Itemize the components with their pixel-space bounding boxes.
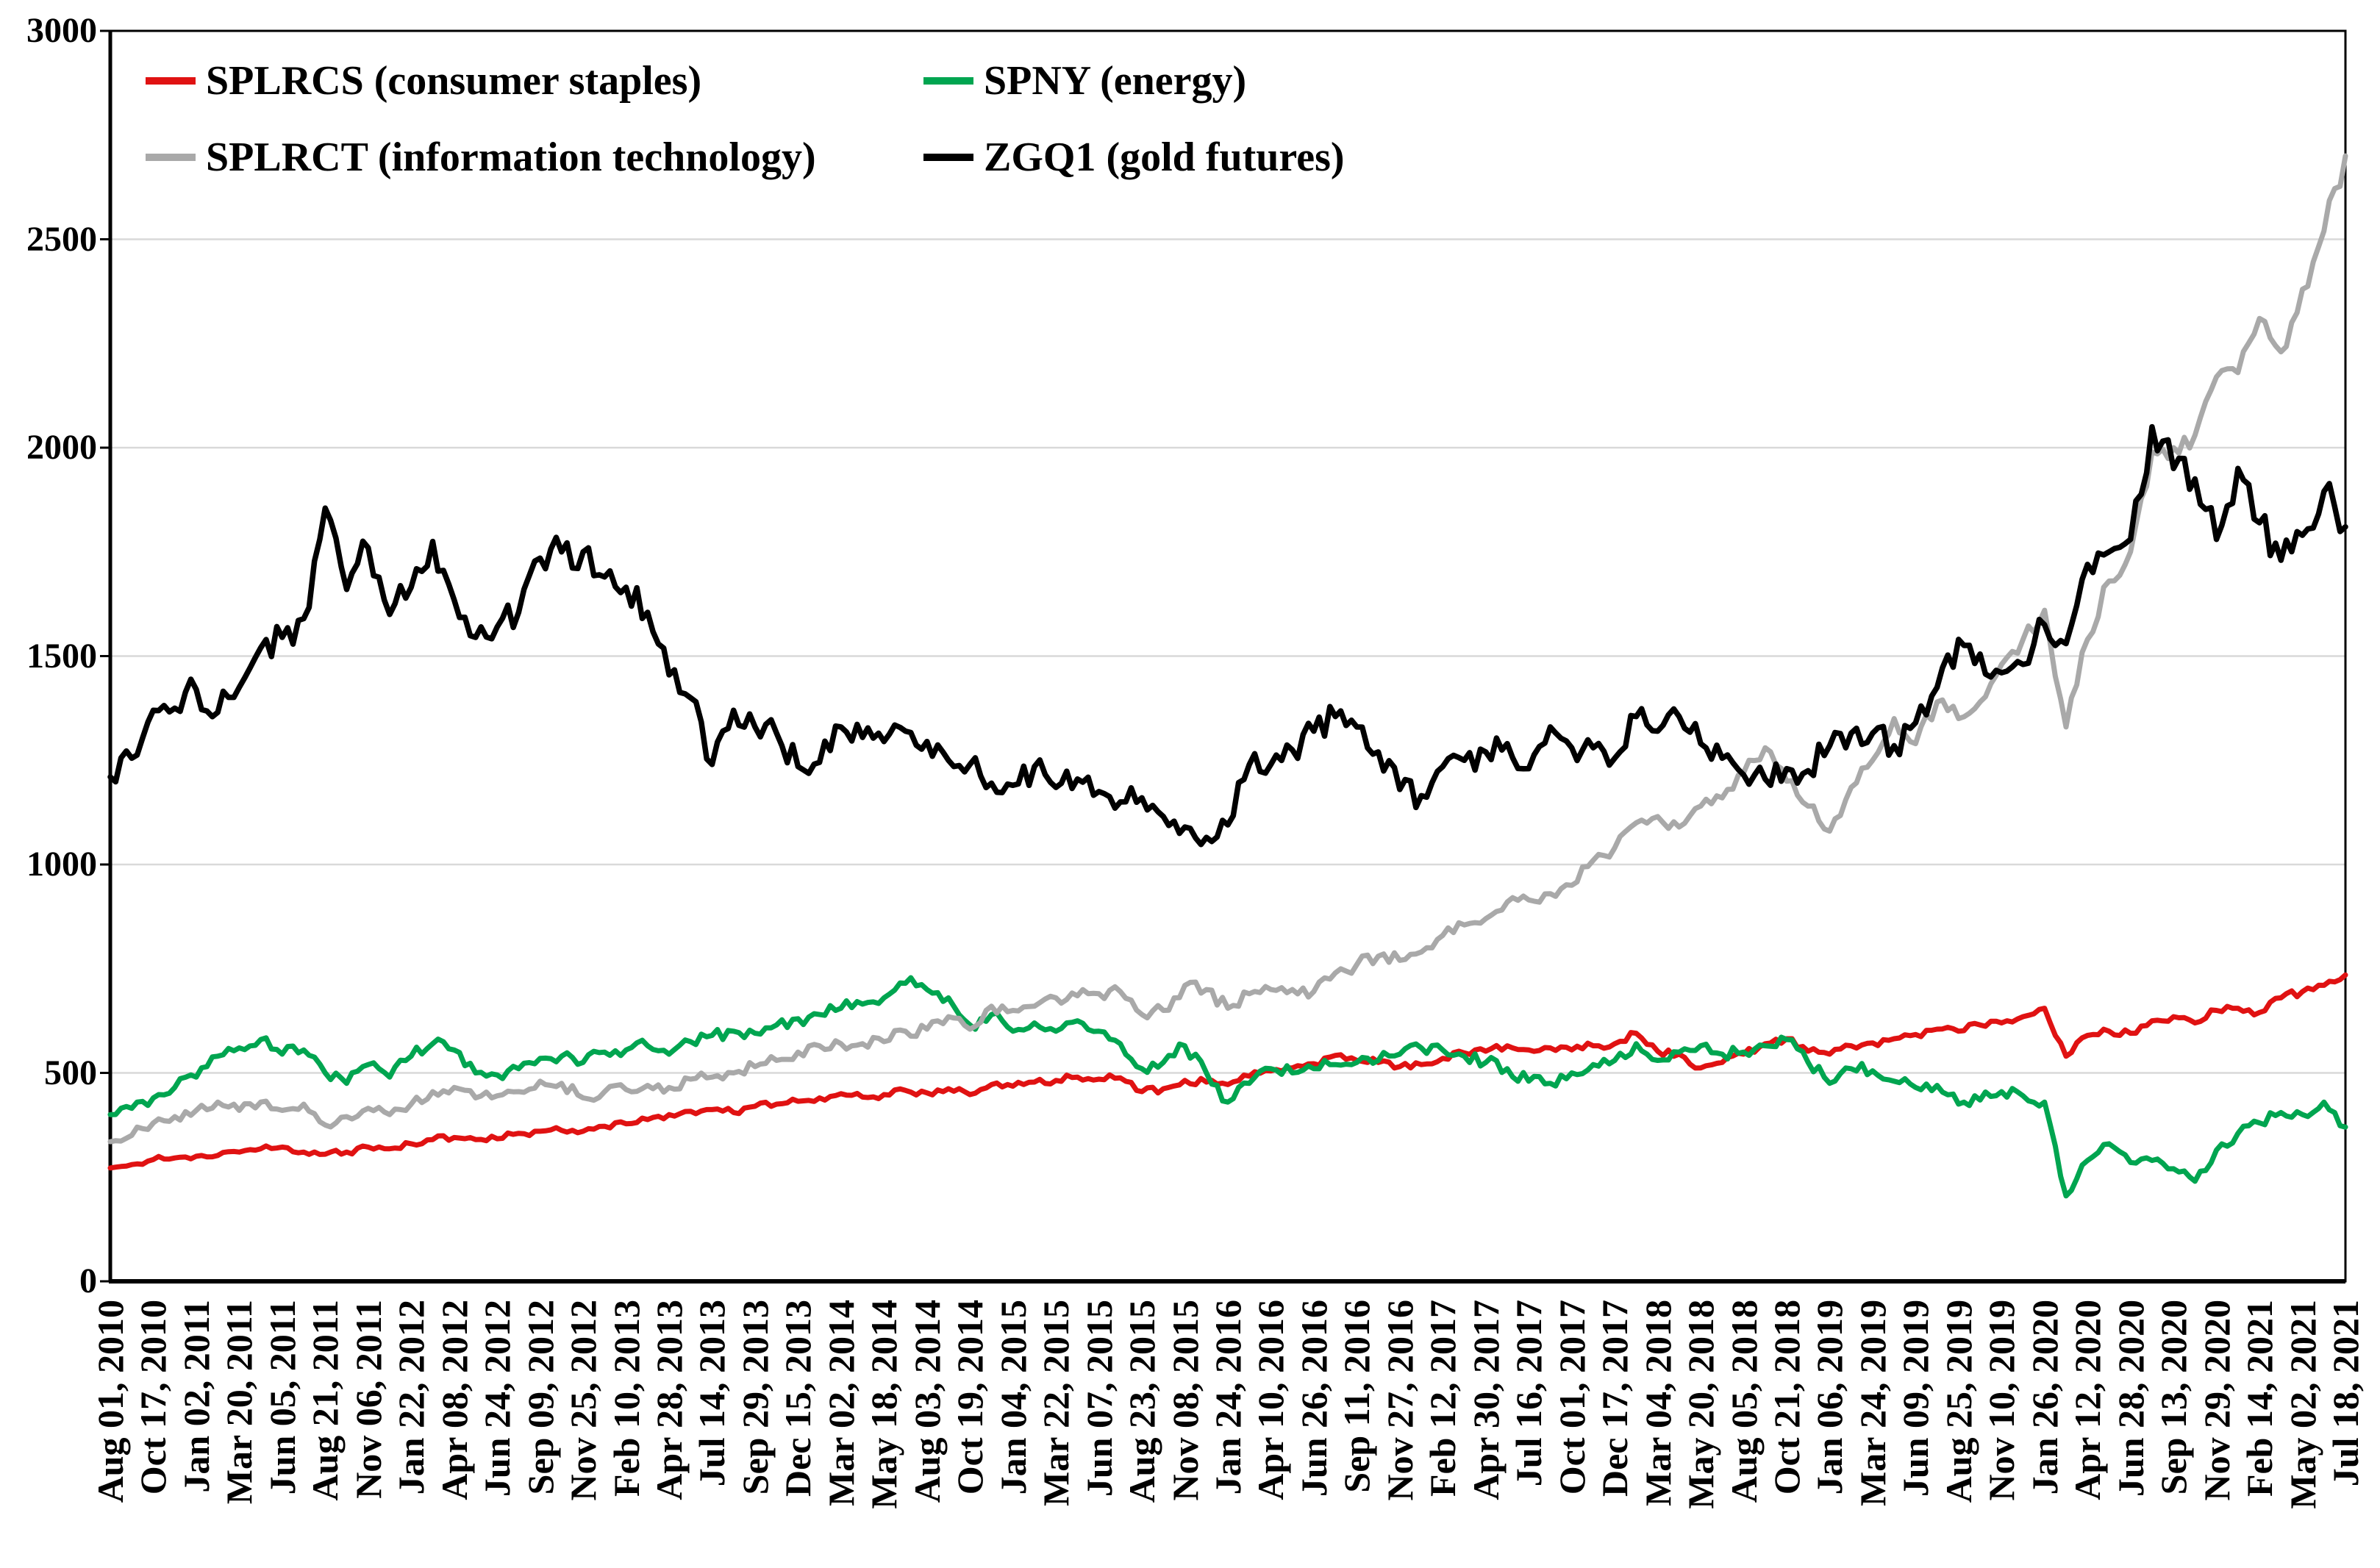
x-axis-tick-label: Feb 14, 2021 [2239, 1300, 2281, 1497]
x-axis-tick-label: Jul 18, 2021 [2325, 1300, 2366, 1487]
x-axis-tick-label: Sep 09, 2012 [519, 1300, 561, 1495]
x-axis-tick-label: Mar 22, 2015 [1035, 1300, 1077, 1506]
legend-label-splrcs: SPLRCS (consumer staples) [206, 58, 702, 104]
y-axis-tick-label: 1000 [26, 845, 97, 884]
x-axis-tick-label: Jun 28, 2020 [2109, 1300, 2151, 1497]
x-axis-tick-label: Aug 25, 2019 [1937, 1300, 1979, 1503]
x-axis-tick-label: Feb 12, 2017 [1422, 1300, 1464, 1497]
legend-marker-spny-icon [923, 77, 973, 85]
y-axis-tick-label: 0 [79, 1261, 97, 1300]
x-axis-tick-label: Dec 15, 2013 [777, 1300, 819, 1497]
series-line-splrct [107, 153, 2348, 1145]
x-axis-tick-label: Mar 20, 2011 [218, 1300, 260, 1505]
x-axis-tick-label: Aug 03, 2014 [906, 1300, 948, 1503]
series-line-zgq1 [107, 423, 2348, 848]
series-line-spny [107, 975, 2348, 1199]
legend: SPLRCS (consumer staples) SPNY (energy) … [146, 57, 1345, 181]
x-axis-tick-label: Aug 05, 2018 [1723, 1300, 1765, 1503]
x-axis-tick-label: Jun 09, 2019 [1895, 1300, 1937, 1497]
x-axis-tick-label: Jan 06, 2019 [1809, 1300, 1851, 1495]
x-axis-tick-label: Nov 10, 2019 [1981, 1300, 2023, 1501]
y-axis-tick-label: 1500 [26, 636, 97, 676]
x-axis-tick-label: Aug 21, 2011 [304, 1300, 346, 1501]
legend-label-spny: SPNY (energy) [984, 58, 1247, 104]
x-axis-tick-label: Jan 22, 2012 [390, 1300, 432, 1495]
x-axis-tick-label: Jun 05, 2011 [261, 1300, 303, 1495]
x-axis-tick-label: Jul 14, 2013 [691, 1300, 733, 1487]
x-axis-tick-label: Jul 16, 2017 [1508, 1300, 1550, 1487]
legend-item-zgq1: ZGQ1 (gold futures) [923, 134, 1345, 181]
x-axis-tick-label: Apr 28, 2013 [648, 1300, 690, 1500]
legend-marker-splrct-icon [146, 154, 196, 161]
x-axis-tick-label: Nov 27, 2016 [1379, 1300, 1421, 1501]
x-axis-tick-label: Apr 30, 2017 [1465, 1300, 1507, 1500]
x-axis-tick-label: Jun 26, 2016 [1293, 1300, 1334, 1497]
x-axis-tick-label: Nov 06, 2011 [347, 1300, 389, 1499]
x-axis-tick-label: Oct 21, 2018 [1766, 1300, 1807, 1495]
legend-label-splrct: SPLRCT (information technology) [206, 135, 816, 180]
x-axis-tick-label: Jan 02, 2011 [175, 1300, 217, 1493]
x-axis-tick-label: May 18, 2014 [863, 1300, 905, 1509]
x-axis-tick-label: Aug 23, 2015 [1121, 1300, 1163, 1503]
x-axis-tick-label: Jan 24, 2016 [1207, 1300, 1248, 1495]
x-axis-tick-label: Mar 24, 2019 [1851, 1300, 1893, 1506]
x-axis-tick-label: Apr 12, 2020 [2067, 1300, 2109, 1500]
x-axis-tick-label: Oct 01, 2017 [1551, 1300, 1593, 1495]
x-axis-tick-label: Dec 17, 2017 [1594, 1300, 1636, 1497]
x-axis-tick-label: Jan 04, 2015 [992, 1300, 1034, 1495]
legend-item-splrcs: SPLRCS (consumer staples) [146, 57, 923, 104]
y-axis-tick-label: 2000 [26, 428, 97, 467]
x-axis-tick-label: Jun 24, 2012 [476, 1300, 518, 1497]
x-axis-tick-label: Apr 08, 2012 [433, 1300, 475, 1500]
x-axis-tick-label: Nov 08, 2015 [1164, 1300, 1206, 1501]
y-axis-tick-label: 2500 [26, 219, 97, 259]
x-axis-tick-label: Nov 25, 2012 [562, 1300, 604, 1501]
x-axis-tick-label: Sep 11, 2016 [1336, 1300, 1378, 1493]
y-axis-tick-label: 500 [44, 1053, 97, 1092]
series-line-splrcs [107, 972, 2348, 1171]
x-axis-tick-label: May 02, 2021 [2281, 1300, 2323, 1509]
x-axis-tick-label: Mar 04, 2018 [1637, 1300, 1679, 1506]
x-axis-tick-label: Sep 13, 2020 [2153, 1300, 2195, 1495]
legend-label-zgq1: ZGQ1 (gold futures) [984, 135, 1345, 180]
x-axis-tick-label: Sep 29, 2013 [734, 1300, 776, 1495]
y-axis-tick-label: 3000 [26, 11, 97, 50]
x-axis-tick-label: Nov 29, 2020 [2195, 1300, 2237, 1501]
x-axis-tick-label: Apr 10, 2016 [1250, 1300, 1292, 1500]
x-axis-tick-label: Jan 26, 2020 [2023, 1300, 2065, 1495]
x-axis-tick-label: Oct 19, 2014 [949, 1300, 991, 1495]
x-axis-tick-label: May 20, 2018 [1680, 1300, 1722, 1509]
legend-marker-splrcs-icon [146, 77, 196, 85]
x-axis-tick-label: Feb 10, 2013 [605, 1300, 647, 1497]
x-axis-tick-label: Oct 17, 2010 [132, 1300, 174, 1495]
legend-item-splrct: SPLRCT (information technology) [146, 134, 923, 181]
x-axis-tick-label: Jun 07, 2015 [1078, 1300, 1120, 1497]
legend-marker-zgq1-icon [923, 154, 973, 161]
x-axis-tick-label: Aug 01, 2010 [90, 1300, 131, 1503]
x-axis-tick-label: Mar 02, 2014 [820, 1300, 862, 1506]
legend-item-spny: SPNY (energy) [923, 57, 1345, 104]
